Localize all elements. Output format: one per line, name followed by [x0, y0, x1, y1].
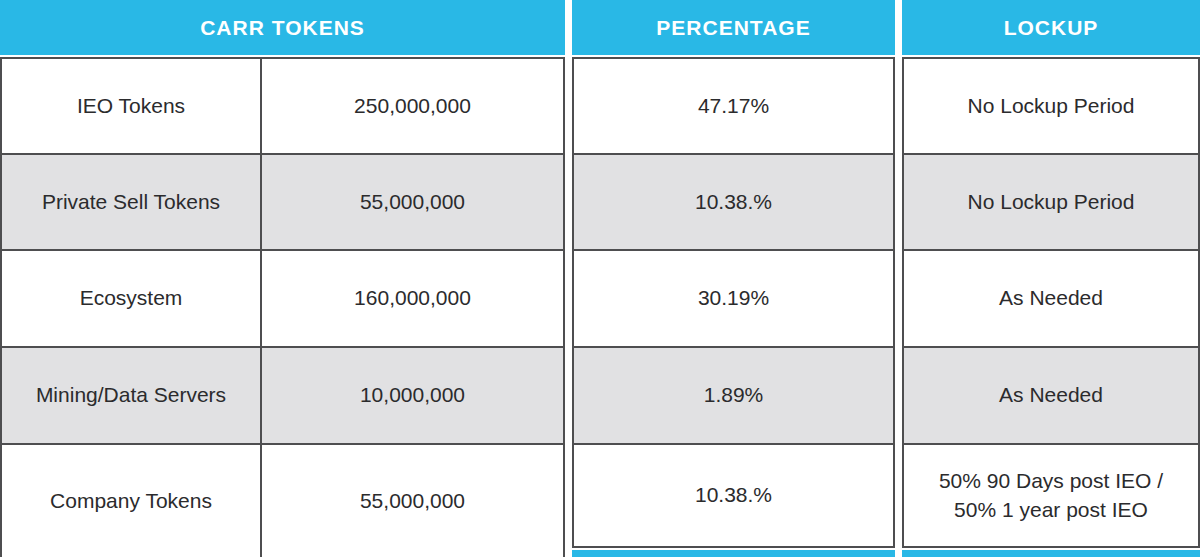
- tokenomics-table: CARR TOKENS IEO Tokens250,000,000Private…: [0, 0, 1200, 557]
- token-amount-cell: 55,000,000: [262, 445, 563, 557]
- percentage-cell: 47.17%: [574, 59, 893, 155]
- lockup-cell: As Needed: [904, 348, 1198, 445]
- percentage-cell: 30.19%: [574, 251, 893, 348]
- percentage-cell: 1.89%: [574, 348, 893, 445]
- percentage-cell: 10.38.%: [574, 445, 893, 546]
- percentage-column-block: PERCENTAGE 47.17%10.38.%30.19%1.89%10.38…: [572, 0, 895, 557]
- next-section-header-sliver: [902, 550, 1200, 557]
- lockup-column-block: LOCKUP No Lockup PeriodNo Lockup PeriodA…: [902, 0, 1200, 557]
- token-name-cell: Ecosystem: [2, 251, 262, 348]
- token-amount-cell: 10,000,000: [262, 348, 563, 445]
- token-name-cell: Mining/Data Servers: [2, 348, 262, 445]
- carr-tokens-body: IEO Tokens250,000,000Private Sell Tokens…: [0, 57, 565, 557]
- token-name-cell: Private Sell Tokens: [2, 155, 262, 251]
- lockup-cell: No Lockup Period: [904, 155, 1198, 251]
- tokenomics-table-page: CARR TOKENS IEO Tokens250,000,000Private…: [0, 0, 1200, 557]
- next-section-header-sliver: [572, 550, 895, 557]
- token-amount-cell: 160,000,000: [262, 251, 563, 348]
- token-name-cell: Company Tokens: [2, 445, 262, 557]
- token-amount-cell: 55,000,000: [262, 155, 563, 251]
- lockup-cell: 50% 90 Days post IEO / 50% 1 year post I…: [904, 445, 1198, 546]
- lockup-header: LOCKUP: [902, 0, 1200, 55]
- token-amount-cell: 250,000,000: [262, 59, 563, 155]
- percentage-header: PERCENTAGE: [572, 0, 895, 55]
- percentage-cell: 10.38.%: [574, 155, 893, 251]
- carr-tokens-header: CARR TOKENS: [0, 0, 565, 55]
- percentage-body: 47.17%10.38.%30.19%1.89%10.38.%: [572, 57, 895, 548]
- carr-tokens-column-block: CARR TOKENS IEO Tokens250,000,000Private…: [0, 0, 565, 557]
- lockup-body: No Lockup PeriodNo Lockup PeriodAs Neede…: [902, 57, 1200, 548]
- lockup-cell: As Needed: [904, 251, 1198, 348]
- lockup-cell: No Lockup Period: [904, 59, 1198, 155]
- token-name-cell: IEO Tokens: [2, 59, 262, 155]
